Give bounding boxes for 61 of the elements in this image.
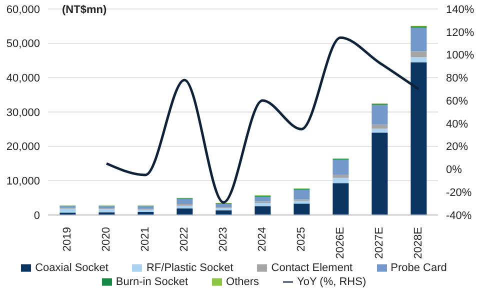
y2-tick-label: 80%: [446, 72, 468, 85]
bar: [294, 190, 310, 200]
y-tick-label: 0: [34, 210, 40, 222]
x-tick-label: 2027E: [374, 227, 386, 259]
y2-tick-label: 140%: [446, 4, 474, 16]
y2-tick-label: 0%: [446, 164, 462, 176]
y-tick-label: 20,000: [6, 141, 40, 154]
bar: [254, 206, 271, 215]
bar: [332, 183, 349, 215]
bar: [410, 28, 427, 52]
legend-label: Probe Card: [390, 262, 447, 274]
bar: [176, 208, 193, 215]
legend-label: RF/Plastic Socket: [146, 262, 234, 274]
bar: [60, 208, 76, 213]
bar: [216, 210, 232, 215]
legend-label: Coaxial Socket: [35, 262, 108, 274]
legend-label: Burn-in Socket: [116, 276, 188, 288]
bar: [98, 209, 115, 212]
x-tick-label: 2026E: [334, 227, 346, 259]
bar: [332, 174, 349, 178]
y2-tick-label: 20%: [446, 141, 468, 154]
y-tick-label: 40,000: [6, 72, 40, 85]
y2-tick-label: 40%: [446, 118, 468, 130]
bar: [410, 57, 427, 62]
legend-label: Contact Element: [271, 262, 353, 274]
bar: [254, 196, 271, 202]
line-series: [105, 36, 420, 204]
bar: [372, 128, 388, 133]
annotation: (NT$mn): [62, 4, 107, 16]
legend-label: YoY (%, RHS): [297, 276, 366, 288]
x-tick-label: 2022: [178, 227, 190, 252]
bar: [410, 51, 427, 58]
legend-label: Others: [226, 276, 260, 288]
y2-tick-label: 100%: [446, 50, 474, 62]
y-tick-label: 60,000: [6, 4, 40, 16]
x-tick-label: 2024: [256, 227, 268, 252]
bar: [294, 204, 310, 215]
bar: [216, 204, 232, 208]
bar: [254, 202, 271, 206]
bar: [332, 178, 349, 184]
x-tick-label: 2020: [100, 227, 112, 252]
bar: [176, 206, 193, 208]
bar: [372, 132, 388, 215]
y2-tick-label: -40%: [446, 210, 472, 222]
x-tick-label: 2019: [62, 227, 74, 252]
bar: [294, 200, 310, 204]
bar: [372, 124, 388, 128]
y2-tick-label: -20%: [446, 187, 472, 200]
y-tick-label: 30,000: [6, 106, 40, 119]
y2-tick-label: 120%: [446, 26, 474, 39]
x-tick-label: 2021: [140, 227, 152, 252]
bar: [176, 198, 193, 204]
bar: [410, 62, 427, 215]
y2-tick-label: 60%: [446, 95, 468, 108]
bar: [332, 160, 349, 175]
x-tick-label: 2028E: [412, 227, 424, 259]
y-tick-label: 50,000: [6, 38, 40, 50]
bar: [372, 105, 388, 124]
x-tick-label: 2023: [218, 227, 230, 252]
y-tick-label: 10,000: [6, 176, 40, 188]
x-tick-label: 2025: [296, 227, 308, 252]
